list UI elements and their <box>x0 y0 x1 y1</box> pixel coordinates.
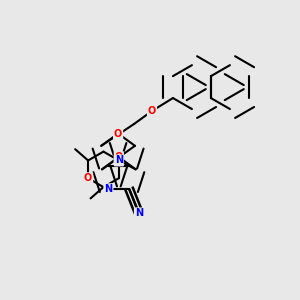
Text: O: O <box>115 152 123 162</box>
Text: N: N <box>135 208 143 218</box>
Text: O: O <box>114 128 122 139</box>
Text: N: N <box>115 155 123 166</box>
Text: N: N <box>104 184 112 194</box>
Text: O: O <box>148 106 156 116</box>
Text: O: O <box>84 173 92 183</box>
